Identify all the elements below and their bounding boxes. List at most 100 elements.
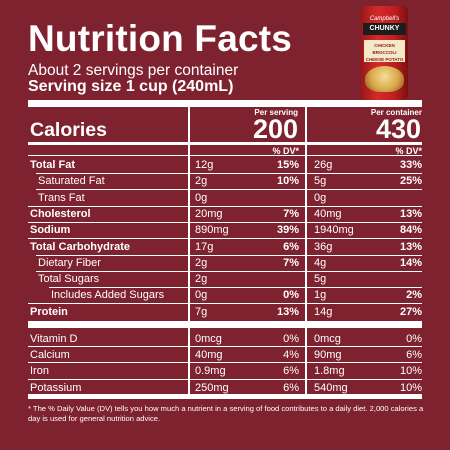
per-container-amount: 40mg — [314, 207, 342, 220]
nutrient-row: Total Carbohydrate 17g 6% 36g 13% — [28, 239, 422, 256]
can-line: CHUNKY — [363, 23, 406, 35]
calories-label: Calories — [30, 119, 107, 141]
column-divider-left — [188, 107, 190, 321]
vitamin-label: Potassium — [30, 381, 82, 394]
per-serving-amount: 20mg — [195, 207, 223, 220]
per-serving-amount: 2g — [195, 175, 208, 188]
can-brand: Campbell's — [369, 16, 400, 22]
per-container-amount: 5g — [314, 175, 327, 188]
per-container-amount: 1g — [314, 289, 327, 302]
per-container-amount: 36g — [314, 240, 333, 253]
calories-rule — [28, 142, 422, 145]
vitamin-column-divider-right — [305, 328, 307, 394]
per-serving-amount: 2g — [195, 273, 208, 286]
per-serving-dv: 7% — [283, 256, 299, 269]
nutrient-label: Dietary Fiber — [38, 256, 101, 269]
per-serving-amount: 250mg — [195, 381, 229, 394]
per-container-dv: 13% — [399, 240, 422, 253]
dv-header-container: % DV* — [395, 146, 422, 156]
vitamin-row: Potassium 250mg 6% 540mg 10% — [28, 380, 422, 396]
calories-per-container: 430 — [375, 114, 421, 144]
per-container-dv: 10% — [399, 381, 422, 394]
per-serving-dv: 10% — [276, 175, 299, 188]
row-divider — [28, 221, 422, 223]
vitamin-row-divider — [28, 346, 422, 348]
per-container-amount: 1.8mg — [314, 365, 345, 378]
nutrient-label: Saturated Fat — [38, 175, 105, 188]
row-divider — [36, 270, 422, 272]
per-container-dv: 33% — [399, 159, 422, 171]
per-container-dv: 6% — [406, 349, 422, 362]
per-serving-dv: 4% — [283, 349, 299, 362]
vitamin-row-divider — [28, 362, 422, 364]
per-container-amount: 540mg — [314, 381, 348, 394]
per-container-amount: 26g — [314, 159, 333, 171]
per-serving-dv: 7% — [283, 207, 299, 220]
per-serving-amount: 12g — [195, 159, 214, 171]
per-serving-dv: 0% — [283, 333, 299, 345]
per-container-dv: 0% — [406, 333, 422, 345]
vitamin-label: Vitamin D — [30, 333, 78, 345]
nutrient-label: Total Carbohydrate — [30, 240, 131, 253]
per-serving-dv: 6% — [283, 240, 299, 253]
nutrient-row: Total Fat 12g 15% 26g 33% — [28, 157, 422, 174]
nutrient-row: Dietary Fiber 2g 7% 4g 14% — [28, 255, 422, 272]
row-divider — [36, 173, 422, 174]
vitamin-row: Iron 0.9mg 6% 1.8mg 10% — [28, 363, 422, 379]
per-serving-label: Per serving — [254, 108, 298, 117]
per-serving-amount: 7g — [195, 305, 208, 318]
nutrient-label: Cholesterol — [30, 207, 91, 220]
per-serving-amount: 17g — [195, 240, 214, 253]
soup-bowl-graphic — [365, 66, 404, 92]
can-flavor: CHICKEN BROCCOLI CHEESE POTATO — [364, 40, 405, 62]
nutrient-row: Cholesterol 20mg 7% 40mg 13% — [28, 206, 422, 223]
row-divider — [49, 287, 422, 289]
per-serving-amount: 40mg — [195, 349, 223, 362]
vitamin-row: Calcium 40mg 4% 90mg 6% — [28, 347, 422, 363]
serving-size: Serving size 1 cup (240mL) — [28, 78, 234, 95]
per-container-amount: 0mcg — [314, 333, 341, 345]
protein-rule — [28, 321, 422, 328]
top-thick-rule — [28, 100, 422, 107]
per-container-dv: 13% — [399, 207, 422, 220]
column-divider-right — [305, 107, 307, 321]
nutrient-row: Includes Added Sugars 0g 0% 1g 2% — [28, 287, 422, 305]
nutrient-label: Sodium — [30, 224, 71, 237]
per-container-dv: 27% — [399, 305, 422, 318]
dv-header-rule — [28, 155, 422, 156]
per-container-amount: 0g — [314, 191, 327, 204]
per-serving-dv: 39% — [276, 224, 299, 237]
nutrition-title: Nutrition Facts — [28, 18, 293, 59]
per-container-dv: 25% — [399, 175, 422, 188]
bottom-thick-rule — [28, 394, 422, 399]
row-divider — [28, 303, 422, 305]
nutrient-row: Trans Fat 0g 0g — [28, 190, 422, 207]
soup-can-image: Campbell's CHUNKY CHICKEN BROCCOLI CHEES… — [361, 6, 408, 100]
per-container-amount: 90mg — [314, 349, 342, 362]
per-container-dv: 14% — [399, 256, 422, 269]
nutrient-label: Protein — [30, 305, 68, 318]
nutrient-label: Total Sugars — [38, 273, 100, 286]
per-container-amount: 1940mg — [314, 224, 354, 237]
per-serving-amount: 890mg — [195, 224, 229, 237]
per-serving-amount: 0g — [195, 191, 208, 204]
row-divider — [36, 254, 422, 256]
vitamin-row: Vitamin D 0mcg 0% 0mcg 0% — [28, 331, 422, 347]
nutrient-label: Includes Added Sugars — [51, 289, 165, 302]
per-container-dv: 84% — [399, 224, 422, 237]
calories-per-serving: 200 — [252, 114, 298, 144]
vitamin-label: Iron — [30, 365, 49, 378]
nutrient-row: Protein 7g 13% 14g 27% — [28, 304, 422, 320]
per-serving-amount: 2g — [195, 256, 208, 269]
per-container-amount: 4g — [314, 256, 327, 269]
vitamin-label: Calcium — [30, 349, 70, 362]
per-serving-amount: 0g — [195, 289, 208, 302]
nutrient-label: Trans Fat — [38, 191, 85, 204]
row-divider — [36, 189, 422, 191]
per-container-amount: 5g — [314, 273, 327, 286]
nutrient-label: Total Fat — [30, 159, 76, 171]
row-divider — [28, 205, 422, 207]
row-divider — [28, 238, 422, 240]
vitamin-row-divider — [28, 378, 422, 380]
nutrient-row: Total Sugars 2g 5g — [28, 271, 422, 289]
